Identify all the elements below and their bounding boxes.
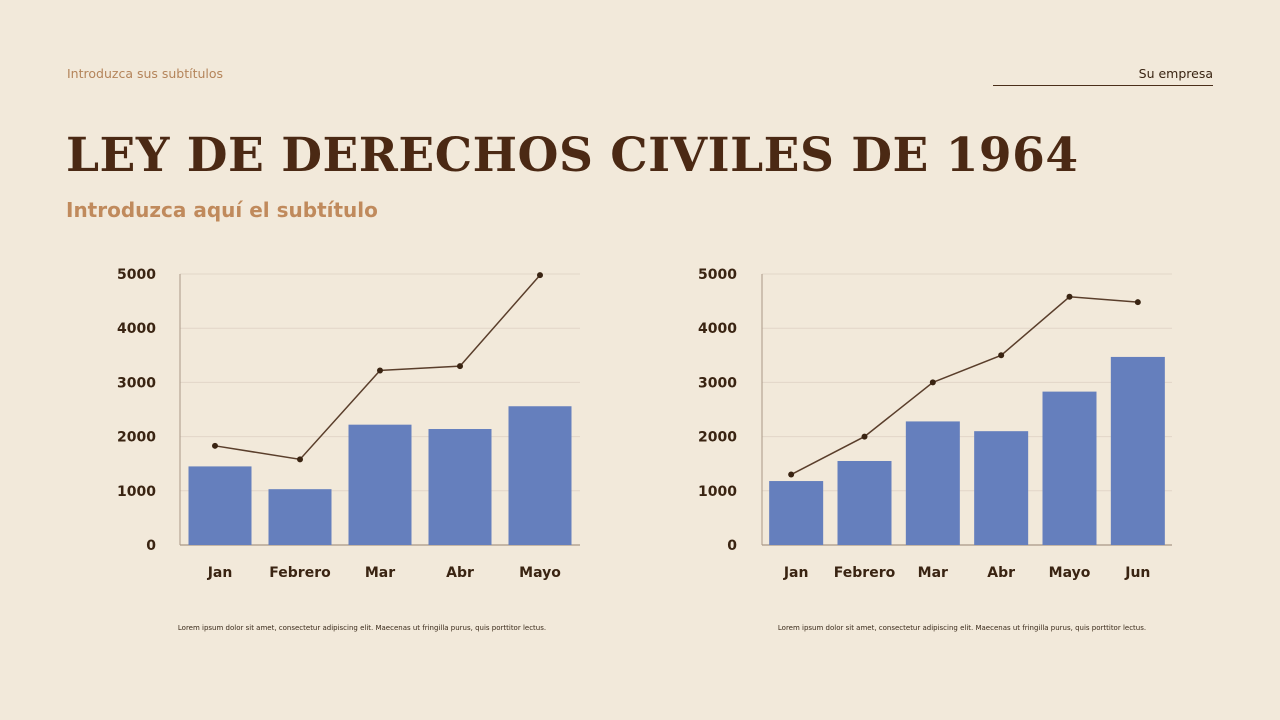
chart-1-ytick-label: 4000: [117, 321, 156, 337]
chart-2-line-point: [788, 471, 795, 478]
chart-2-bar: [905, 421, 960, 545]
chart-1-bar: [268, 489, 332, 545]
page-subtitle: Introduzca aquí el subtítulo: [66, 198, 378, 222]
chart-1-ytick-label: 1000: [117, 484, 156, 500]
chart-2-xtick-label: Mayo: [1049, 565, 1091, 581]
chart-2-bar: [1042, 391, 1097, 545]
chart-1-line-point: [212, 442, 218, 449]
header-tagline: Introduzca sus subtítulos: [67, 66, 224, 81]
chart-2-ytick-label: 1000: [698, 484, 737, 500]
company-name: Su empresa: [993, 66, 1213, 86]
chart-1-xtick-label: Mayo: [519, 565, 561, 581]
chart-1-xtick-label: Abr: [446, 565, 474, 581]
chart-2-ytick-label: 4000: [698, 321, 737, 337]
chart-1-line-point: [377, 367, 383, 374]
chart-2-xtick-label: Febrero: [834, 565, 896, 581]
chart-2-ytick-label: 3000: [698, 375, 737, 391]
chart-right-svg: 0 1000 2000 3000 4000 5000 Jan Febrero Mar Abr May…: [698, 267, 1172, 581]
chart-1-ytick-label: 3000: [117, 375, 156, 391]
chart-2-xtick-label: Abr: [987, 565, 1015, 581]
chart-2-xtick-label: Mar: [918, 565, 948, 581]
chart-right: 0 1000 2000 3000 4000 5000 Jan Febrero Mar Abr May…: [680, 250, 1240, 595]
chart-1-bar: [188, 466, 252, 545]
chart-1-line-point: [297, 456, 303, 463]
chart-2-bar: [974, 431, 1029, 545]
chart-2-ytick-label: 5000: [698, 267, 737, 283]
chart-2-line-point: [1066, 293, 1073, 300]
chart-2-line-point: [861, 433, 868, 440]
chart-2-xtick-label: Jan: [783, 565, 809, 581]
chart-1-xtick-label: Jan: [207, 565, 233, 581]
chart-1-ytick-label: 0: [146, 538, 156, 554]
chart-2-line-point: [929, 379, 936, 386]
chart-2-bar: [837, 460, 892, 545]
chart-1-xtick-label: Mar: [365, 565, 395, 581]
chart-2-line-series: [790, 295, 1138, 476]
page-title: LEY DE DERECHOS CIVILES DE 1964: [66, 128, 1079, 183]
chart-left: 0 1000 2000 3000 4000 5000 Jan Febrero Mar Abr May…: [100, 250, 660, 595]
chart-1-ytick-label: 2000: [117, 430, 156, 446]
chart-2-ytick-label: 2000: [698, 430, 737, 446]
chart-1-line-point: [537, 272, 543, 279]
caption-left: Lorem ipsum dolor sit amet, consectetur …: [177, 624, 547, 632]
chart-2-line-point: [998, 352, 1005, 359]
chart-1-ytick-label: 5000: [117, 267, 156, 283]
caption-right: Lorem ipsum dolor sit amet, consectetur …: [777, 624, 1147, 632]
chart-1-bar: [348, 424, 412, 545]
chart-1-bar: [508, 406, 572, 545]
chart-2-ytick-label: 0: [727, 538, 737, 554]
chart-1-xtick-label: Febrero: [269, 565, 331, 581]
chart-2-bar: [769, 481, 824, 545]
chart-1-line-point: [457, 363, 463, 370]
chart-left-svg: 0 1000 2000 3000 4000 5000 Jan Febrero Mar Abr May…: [117, 267, 580, 581]
chart-2-bar: [1110, 356, 1165, 545]
chart-1-bar: [428, 429, 492, 545]
chart-2-xtick-label: Jun: [1124, 565, 1150, 581]
chart-2-line-point: [1134, 299, 1141, 306]
